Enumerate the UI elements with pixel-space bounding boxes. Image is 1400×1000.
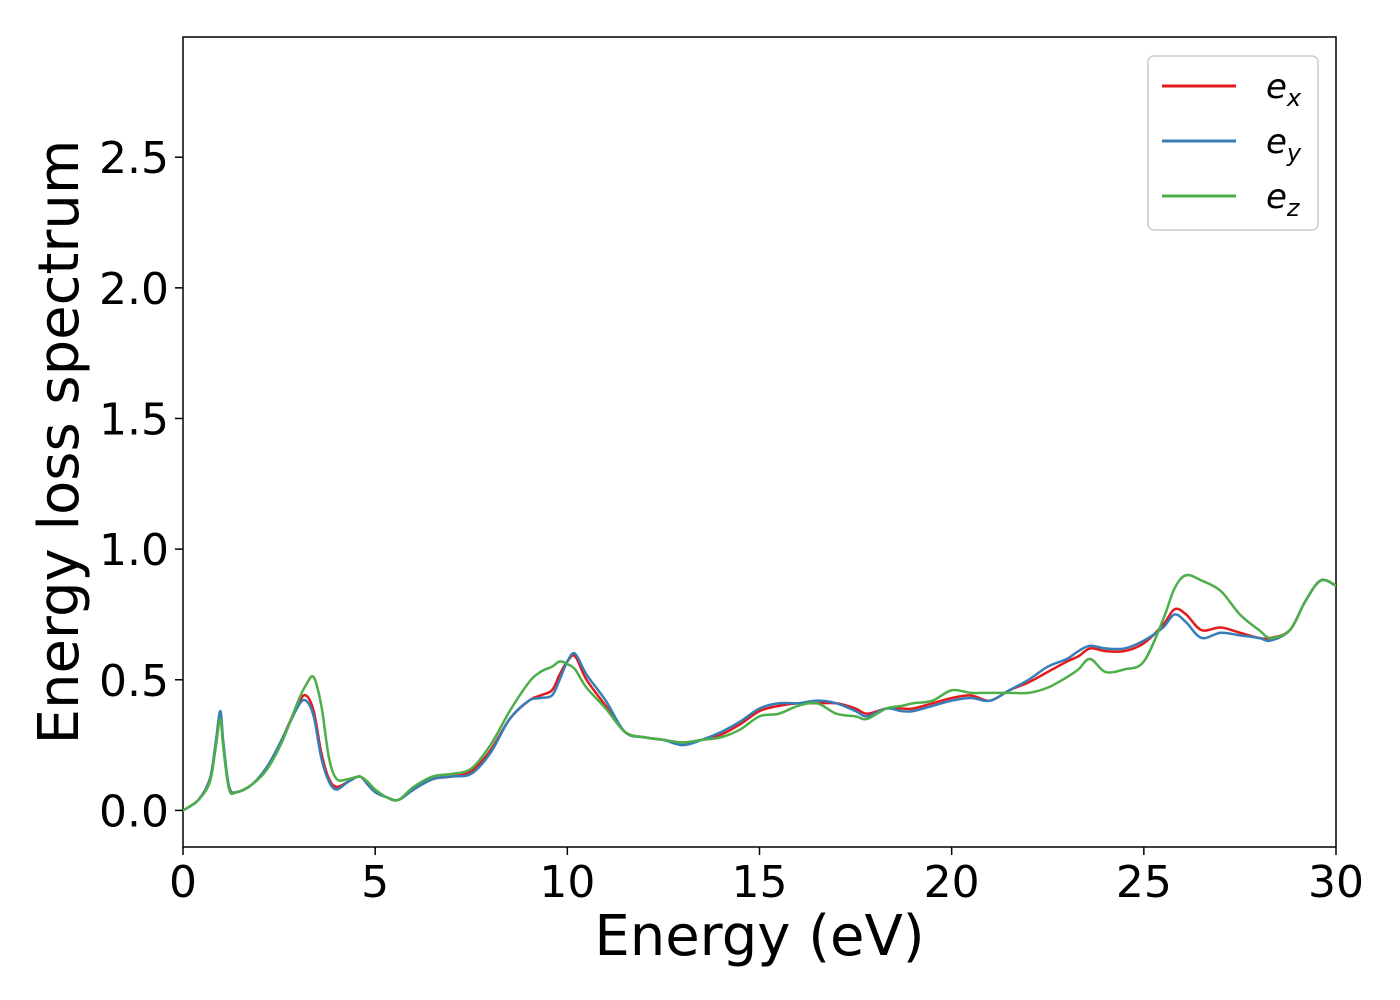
x-axis-ticks: 0 5 10 15 20 25 30	[169, 847, 1364, 908]
y-tick-label: 2.0	[99, 264, 169, 315]
x-tick-label: 0	[169, 857, 197, 908]
legend-label-ez: ez	[1266, 177, 1301, 222]
legend-label-ex: ex	[1266, 67, 1302, 112]
y-tick-label: 2.5	[99, 133, 169, 184]
y-axis-title: Energy loss spectrum	[27, 140, 92, 745]
y-tick-label: 0.0	[99, 786, 169, 837]
legend-label-ey: ey	[1266, 122, 1302, 167]
y-tick-label: 1.0	[99, 525, 169, 576]
x-tick-label: 25	[1116, 857, 1172, 908]
x-tick-label: 20	[924, 857, 980, 908]
y-tick-label: 0.5	[99, 656, 169, 707]
legend-box	[1147, 55, 1319, 231]
x-tick-label: 5	[361, 857, 389, 908]
series-line-e-z	[183, 573, 1336, 812]
x-axis-title: Energy (eV)	[594, 904, 924, 969]
legend-label-base: e	[1266, 67, 1287, 107]
legend-label-subscript: x	[1286, 84, 1302, 112]
y-axis-ticks: 0.0 0.5 1.0 1.5 2.0 2.5	[99, 133, 183, 837]
legend-label-subscript: z	[1286, 194, 1301, 222]
legend-label-base: e	[1266, 177, 1287, 217]
legend-label-base: e	[1266, 122, 1287, 162]
legend-label-subscript: y	[1286, 139, 1302, 167]
series-layer	[183, 573, 1336, 812]
x-tick-label: 10	[539, 857, 595, 908]
y-tick-label: 1.5	[99, 394, 169, 445]
x-tick-label: 15	[732, 857, 788, 908]
x-tick-label: 30	[1308, 857, 1364, 908]
